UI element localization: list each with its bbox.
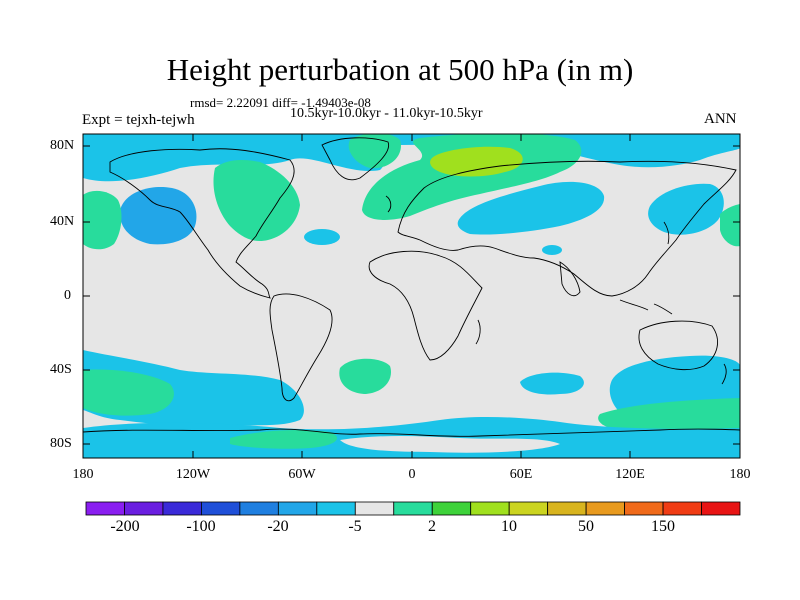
colorbar-label: 2 (428, 518, 436, 535)
coast-new-zealand (721, 363, 727, 385)
lat-label: 80N (50, 138, 75, 153)
ticks (83, 134, 740, 458)
contour-small-blob (542, 245, 562, 255)
period-text: 10.5kyr-10.0kyr - 11.0kyr-10.5kyr (290, 106, 483, 121)
coastlines (83, 137, 740, 437)
colorbar-swatch (85, 501, 125, 516)
experiment-label: Expt = tejxh-tejwh (82, 112, 195, 128)
colorbar-swatch (701, 501, 741, 516)
season-label: ANN (704, 111, 737, 127)
contour-ne-pacific (119, 186, 197, 245)
colorbar-swatch (431, 501, 472, 516)
coast-indonesia (619, 299, 673, 315)
contour-central-asia (457, 181, 605, 235)
colorbar (85, 501, 741, 516)
contour-antarctic-inner (230, 430, 338, 449)
colorbar-swatch (277, 501, 318, 516)
contour-s-indian (520, 372, 584, 395)
lon-label: 0 (408, 467, 416, 482)
contour-sh-green-west (83, 369, 174, 416)
colorbar-label: -100 (186, 518, 216, 535)
contour-nw-pacific-green (720, 204, 740, 247)
map-title: Height perturbation at 500 hPa (in m) (166, 52, 634, 87)
colorbar-swatch (201, 501, 241, 516)
lat-label: 0 (64, 288, 71, 303)
colorbar-label: 10 (501, 518, 517, 535)
colorbar-swatch (354, 501, 395, 516)
contour-antarctic-green (598, 398, 740, 433)
colorbar-label: 150 (651, 518, 675, 535)
contour-eurasia-north (362, 134, 582, 220)
contour-w-pacific-green (83, 190, 122, 250)
lat-label: 40N (50, 214, 75, 229)
colorbar-label: -5 (348, 518, 362, 535)
colorbar-swatch (124, 501, 164, 516)
coast-australia (638, 320, 719, 371)
coast-madagascar (475, 319, 481, 345)
lon-label: 60W (288, 467, 316, 482)
colorbar-swatch (239, 501, 279, 516)
colorbar-label: -200 (110, 518, 140, 535)
coast-north-america (109, 148, 295, 299)
contour-field (83, 134, 740, 458)
colorbar-swatch (470, 501, 510, 516)
coast-south-america (269, 293, 333, 402)
colorbar-swatch (393, 501, 433, 516)
coast-greenland (321, 137, 390, 181)
coast-japan (663, 221, 670, 245)
coast-antarctica (83, 428, 740, 437)
coast-india (559, 261, 581, 297)
contour-eurasia-lime (430, 146, 523, 177)
lon-label: 60E (509, 467, 533, 482)
contour-atlantic-blob (304, 229, 340, 245)
contour-antarctic-grey (340, 436, 560, 453)
contour-ne-asia (648, 183, 724, 235)
contour-north-america (213, 160, 300, 242)
lat-label: 80S (50, 436, 72, 451)
colorbar-swatch (547, 501, 587, 516)
colorbar-swatch (162, 501, 202, 516)
lon-label: 180 (729, 467, 751, 482)
lat-label: 40S (50, 362, 72, 377)
colorbar-swatch (585, 501, 625, 516)
coast-africa (368, 250, 483, 361)
colorbar-swatch (624, 501, 664, 516)
contour-s-atlantic (339, 358, 391, 394)
lon-label: 120W (175, 467, 211, 482)
colorbar-label: -20 (267, 518, 289, 535)
lon-label: 120E (615, 467, 645, 482)
colorbar-swatch (508, 501, 549, 516)
coast-uk (385, 195, 392, 213)
coast-eurasia (397, 160, 737, 297)
lon-label: 180 (72, 467, 94, 482)
colorbar-label: 50 (578, 518, 594, 535)
colorbar-swatch (662, 501, 702, 516)
colorbar-swatch (316, 501, 356, 516)
stats-text: rmsd= 2.22091 diff= -1.49403e-08 (190, 95, 371, 110)
